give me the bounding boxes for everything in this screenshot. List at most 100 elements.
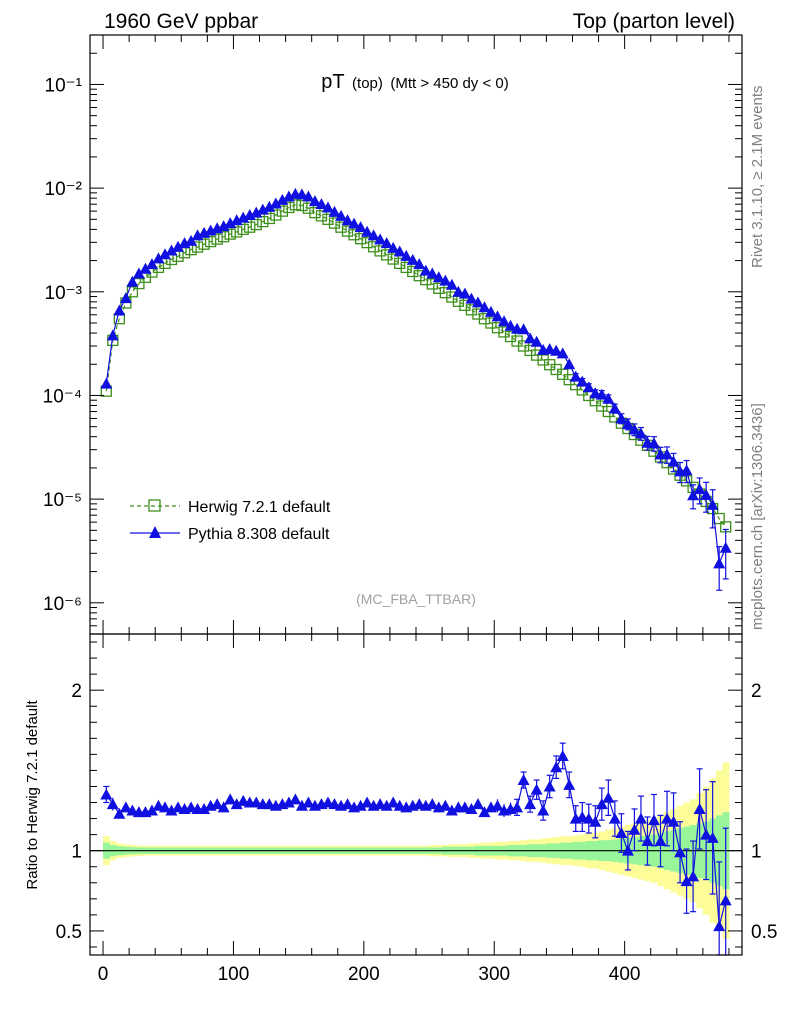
pythia-point <box>445 278 458 290</box>
ratio-point <box>302 796 315 808</box>
herwig-line <box>105 204 727 528</box>
pythia-point <box>471 296 484 308</box>
ratio-point <box>634 812 647 824</box>
herwig-point <box>198 238 210 250</box>
herwig-point <box>374 245 386 257</box>
ratio-point <box>713 920 726 932</box>
pythia-point <box>719 541 732 553</box>
pythia-point <box>713 557 726 569</box>
ratio-point <box>537 804 550 816</box>
herwig-point <box>328 217 341 229</box>
ratio-xtick-label: 100 <box>218 964 250 985</box>
pythia-point <box>354 221 367 233</box>
pythia-point <box>308 195 321 207</box>
herwig-point <box>387 253 399 265</box>
pythia-point <box>530 335 543 347</box>
ratio-point <box>706 831 719 843</box>
ratio-point <box>361 796 374 808</box>
ratio-point <box>608 812 621 824</box>
ratio-point <box>478 806 491 818</box>
ratio-xtick-label: 300 <box>478 964 510 985</box>
herwig-point <box>289 199 302 211</box>
ratio-bands <box>90 762 742 939</box>
herwig-point <box>276 205 288 217</box>
herwig-point <box>250 218 262 231</box>
ratio-point <box>211 798 224 810</box>
pythia-point <box>458 287 471 299</box>
pythia-point <box>400 249 413 261</box>
herwig-point <box>348 229 360 241</box>
pythia-point <box>263 200 276 212</box>
ratio-point <box>100 788 113 800</box>
pythia-point <box>380 237 393 249</box>
ratio-point <box>354 799 367 811</box>
header-left: 1960 GeV ppbar <box>104 10 258 33</box>
ratio-point <box>647 814 660 826</box>
pythia-point <box>628 423 641 435</box>
pythia-point <box>100 377 113 389</box>
herwig-point <box>394 257 406 270</box>
herwig-point <box>341 225 354 237</box>
ratio-ytick-label-right: 1 <box>751 842 762 863</box>
pythia-point <box>315 198 328 210</box>
legend-marker-pythia <box>149 526 161 538</box>
ratio-point <box>106 798 119 810</box>
pythia-point <box>106 329 119 341</box>
ratio-point <box>465 802 478 814</box>
ratio-point <box>524 798 537 810</box>
ratio-series-layer <box>100 742 732 956</box>
pythia-point <box>269 197 282 209</box>
ratio-point <box>198 802 211 814</box>
ratio-point <box>439 799 452 811</box>
ratio-point <box>719 894 732 906</box>
ratio-ylabel: Ratio to Herwig 7.2.1 default <box>24 700 41 890</box>
herwig-point <box>354 233 367 245</box>
legend-marker-herwig <box>148 499 161 512</box>
legend: Herwig 7.2.1 default Pythia 8.308 defaul… <box>130 499 331 543</box>
ratio-xtick-label: 400 <box>609 964 641 985</box>
pythia-point <box>621 418 634 430</box>
herwig-point <box>231 226 243 238</box>
herwig-point <box>263 212 275 225</box>
pythia-point <box>321 201 334 213</box>
pythia-point <box>569 370 582 382</box>
herwig-point <box>361 236 373 249</box>
main-axes: 10⁻⁶ 10⁻⁵ 10⁻⁴ 10⁻³ 10⁻² 10⁻¹ <box>43 34 743 635</box>
pythia-point <box>680 464 693 476</box>
ratio-point <box>595 798 608 810</box>
main-series-layer <box>100 187 732 591</box>
ratio-ytick-label: 0.5 <box>56 922 82 943</box>
pythia-point <box>119 292 132 304</box>
pythia-point <box>478 301 491 313</box>
herwig-point <box>191 241 204 253</box>
pythia-point <box>367 229 380 241</box>
ratio-point <box>387 796 400 808</box>
ratio-point <box>426 798 439 810</box>
rivet-version-label: Rivet 3.1.10, ≥ 2.1M events <box>749 86 766 269</box>
pythia-point <box>113 304 126 316</box>
pythia-point <box>419 264 432 276</box>
ratio-point <box>661 812 674 824</box>
pythia-point <box>165 244 178 256</box>
ratio-point <box>680 875 693 887</box>
main-ytick-label: 10⁻¹ <box>45 75 83 96</box>
ratio-point <box>674 846 687 858</box>
pythia-point <box>295 188 308 200</box>
pythia-point <box>491 310 504 322</box>
pythia-point <box>550 344 563 356</box>
pythia-point <box>504 319 517 331</box>
ratio-point <box>687 870 700 882</box>
analysis-label: (MC_FBA_TTBAR) <box>356 591 476 607</box>
ratio-ytick-label: 1 <box>71 842 82 863</box>
pythia-point <box>700 488 713 500</box>
herwig-point <box>257 215 269 228</box>
pythia-point <box>132 267 145 279</box>
ratio-point <box>295 799 308 811</box>
pythia-point <box>276 193 289 205</box>
pythia-point <box>387 241 400 253</box>
pythia-point <box>439 274 452 286</box>
pythia-point <box>498 315 511 327</box>
ratio-xtick-label: 200 <box>348 964 380 985</box>
pythia-point <box>576 375 589 387</box>
ratio-point <box>693 802 706 814</box>
